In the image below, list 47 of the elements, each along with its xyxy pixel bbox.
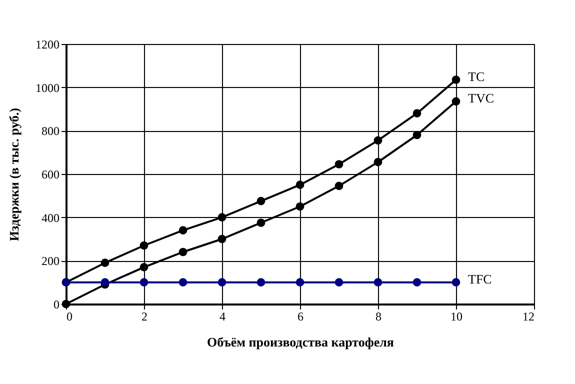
point: [218, 278, 226, 287]
point: [140, 241, 148, 250]
point: [178, 226, 188, 235]
point: [296, 202, 304, 211]
x-tick-label: 8: [376, 310, 382, 324]
point: [296, 180, 304, 190]
point: [140, 262, 148, 272]
point: [374, 278, 382, 287]
point: [256, 196, 266, 206]
point: [256, 218, 266, 227]
point: [334, 182, 344, 190]
x-tick-label: 10: [450, 310, 462, 324]
y-tick-label: 1200: [36, 38, 60, 52]
x-axis-title: Объём производства картофеля: [207, 334, 394, 350]
series-label: TC: [468, 68, 485, 84]
x-tick-label: 4: [220, 310, 226, 324]
point: [374, 136, 382, 145]
y-tick-label: 0: [54, 298, 60, 312]
series-label: TFC: [468, 271, 492, 286]
point: [452, 97, 460, 106]
y-axis-title: Издержки (в тыс. руб.): [6, 108, 22, 242]
x-tick-label: 2: [142, 310, 148, 324]
y-tick-label: 1000: [36, 80, 60, 95]
point: [256, 278, 266, 287]
point: [334, 278, 344, 287]
point: [412, 130, 422, 140]
point: [296, 278, 304, 287]
point: [412, 109, 422, 118]
point: [218, 234, 226, 244]
point: [178, 278, 188, 287]
x-tick-label: 6: [298, 310, 304, 324]
point: [334, 160, 344, 168]
y-tick-label: 400: [42, 210, 60, 225]
y-tick-label: 200: [42, 254, 60, 268]
point: [374, 158, 382, 166]
point: [412, 278, 422, 287]
point: [178, 248, 188, 256]
x-tick-label: 12: [522, 310, 534, 324]
point: [140, 278, 148, 287]
x-tick-label: 0: [66, 310, 72, 324]
point: [452, 278, 460, 287]
point: [452, 76, 460, 84]
series-label: TVC: [468, 90, 494, 106]
point: [100, 258, 110, 268]
point: [218, 213, 226, 222]
y-tick-label: 800: [42, 124, 60, 138]
y-tick-label: 600: [42, 168, 60, 182]
